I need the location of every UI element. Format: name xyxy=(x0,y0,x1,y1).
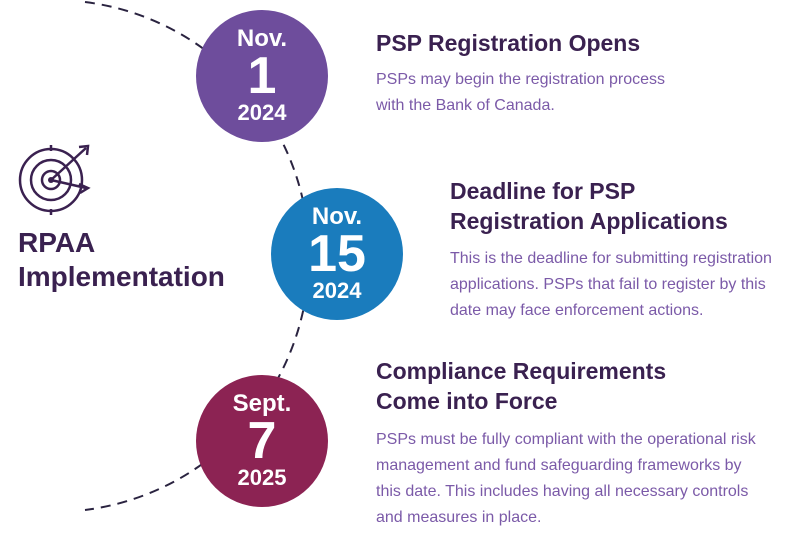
event-2-description: This is the deadline for submitting regi… xyxy=(450,246,772,324)
date-year: 2025 xyxy=(237,465,287,490)
main-title-line2: Implementation xyxy=(18,261,225,292)
desc-line: applications. PSPs that fail to register… xyxy=(450,276,766,293)
event-title-line: Deadline for PSP xyxy=(450,178,636,204)
event-3-description: PSPs must be fully compliant with the op… xyxy=(376,427,756,531)
event-title-line: Registration Applications xyxy=(450,208,728,234)
date-year: 2024 xyxy=(237,100,287,125)
date-circle-event-3: Sept. 7 2025 xyxy=(196,375,328,507)
event-title-line: Compliance Requirements xyxy=(376,358,667,384)
date-day: 1 xyxy=(247,47,277,105)
main-title: RPAA Implementation xyxy=(18,226,225,294)
desc-line: date may face enforcement actions. xyxy=(450,302,704,319)
event-1-description: PSPs may begin the registration process … xyxy=(376,67,665,119)
event-1-title: PSP Registration Opens xyxy=(376,28,640,58)
desc-line: and measures in place. xyxy=(376,509,542,526)
date-month: Sept. xyxy=(232,390,292,417)
date-circle-event-2: Nov. 15 2024 xyxy=(271,188,403,320)
main-title-line1: RPAA xyxy=(18,227,96,258)
event-title-line: Come into Force xyxy=(376,388,558,414)
date-year: 2024 xyxy=(312,278,362,303)
desc-line: this date. This includes having all nece… xyxy=(376,483,749,500)
desc-line: management and fund safeguarding framewo… xyxy=(376,457,742,474)
desc-line: This is the deadline for submitting regi… xyxy=(450,250,772,267)
date-month: Nov. xyxy=(311,203,363,230)
date-day: 15 xyxy=(308,225,366,283)
date-day: 7 xyxy=(247,412,277,470)
desc-line: PSPs may begin the registration process xyxy=(376,71,666,88)
date-circle-event-1: Nov. 1 2024 xyxy=(196,10,328,142)
desc-line: PSPs must be fully compliant with the op… xyxy=(376,431,756,448)
event-2-title: Deadline for PSP Registration Applicatio… xyxy=(450,176,728,236)
event-title-line: PSP Registration Opens xyxy=(376,30,641,56)
date-month: Nov. xyxy=(236,25,288,52)
desc-line: with the Bank of Canada. xyxy=(376,97,555,114)
target-with-arrows-icon xyxy=(18,144,91,215)
event-3-title: Compliance Requirements Come into Force xyxy=(376,356,666,416)
